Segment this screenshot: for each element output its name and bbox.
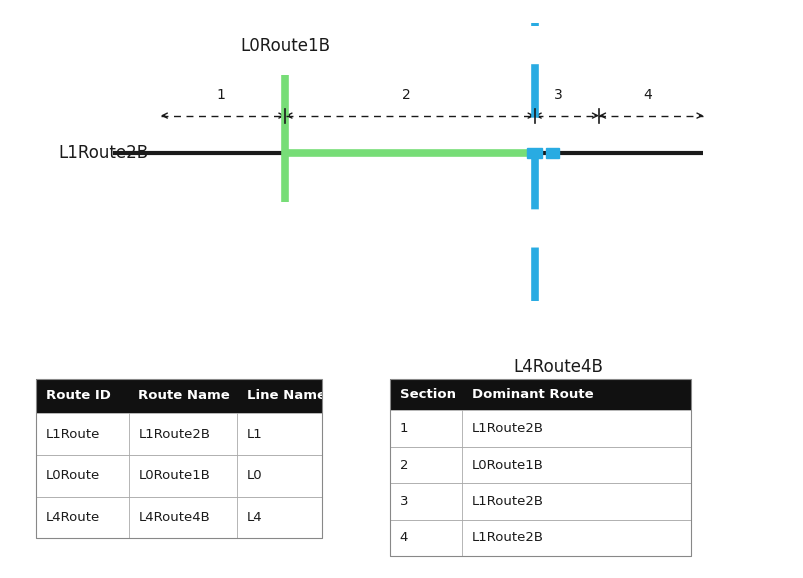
Text: L1: L1 — [247, 428, 263, 440]
Text: Section: Section — [399, 388, 455, 401]
Bar — [389, 379, 691, 410]
Text: 1: 1 — [399, 422, 408, 435]
Text: L0Route1B: L0Route1B — [471, 458, 543, 472]
Bar — [389, 410, 691, 447]
Text: 3: 3 — [399, 495, 408, 508]
Text: Route ID: Route ID — [46, 390, 111, 402]
Bar — [527, 148, 541, 158]
Bar — [36, 455, 321, 497]
Bar — [389, 379, 691, 556]
Text: L4Route4B: L4Route4B — [513, 358, 603, 376]
Bar — [36, 497, 321, 538]
Text: L0: L0 — [247, 469, 262, 482]
Text: L0Route1B: L0Route1B — [240, 37, 330, 55]
Text: L4Route4B: L4Route4B — [138, 511, 210, 524]
Text: Route Name: Route Name — [138, 390, 230, 402]
Text: L1Route2B: L1Route2B — [138, 428, 210, 440]
Text: 4: 4 — [399, 531, 407, 544]
Bar — [545, 149, 559, 158]
Text: L4: L4 — [247, 511, 262, 524]
Text: L1Route2B: L1Route2B — [59, 144, 149, 162]
Text: 3: 3 — [554, 88, 562, 102]
Text: 2: 2 — [402, 88, 410, 102]
Bar — [389, 520, 691, 556]
Bar — [389, 447, 691, 483]
Text: Dominant Route: Dominant Route — [471, 388, 593, 401]
Text: Line Name: Line Name — [247, 390, 325, 402]
Bar — [36, 379, 321, 538]
Text: L1Route2B: L1Route2B — [471, 495, 544, 508]
Text: L1Route: L1Route — [46, 428, 100, 440]
Text: L4Route: L4Route — [46, 511, 100, 524]
Text: L0Route: L0Route — [46, 469, 100, 482]
Bar — [36, 379, 321, 413]
Text: L0Route1B: L0Route1B — [138, 469, 210, 482]
Text: L1Route2B: L1Route2B — [471, 531, 544, 544]
Text: 4: 4 — [642, 88, 650, 102]
Text: 2: 2 — [399, 458, 408, 472]
Text: L1Route2B: L1Route2B — [471, 422, 544, 435]
Text: 1: 1 — [216, 88, 226, 102]
Bar — [36, 413, 321, 455]
Bar — [389, 483, 691, 520]
